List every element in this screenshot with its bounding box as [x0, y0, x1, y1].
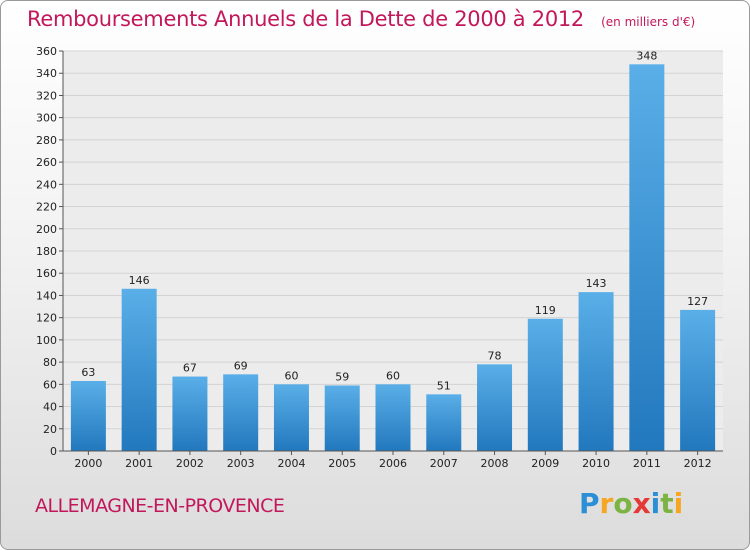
- bar: [578, 292, 614, 451]
- title-row: Remboursements Annuels de la Dette de 20…: [27, 7, 695, 31]
- bar: [629, 64, 665, 452]
- x-tick-label: 2009: [531, 457, 559, 470]
- data-label: 127: [687, 295, 708, 308]
- y-tick-label: 0: [50, 445, 57, 458]
- x-tick-label: 2006: [379, 457, 407, 470]
- logo-letter: r: [599, 487, 614, 520]
- y-tick-label: 360: [36, 45, 57, 58]
- x-tick-label: 2002: [176, 457, 204, 470]
- city-name: ALLEMAGNE-EN-PROVENCE: [35, 495, 285, 517]
- data-label: 60: [386, 369, 400, 382]
- data-label: 69: [234, 359, 248, 372]
- y-tick-label: 40: [43, 401, 57, 414]
- data-label: 348: [636, 49, 657, 62]
- y-tick-label: 160: [36, 267, 57, 280]
- y-tick-label: 60: [43, 378, 57, 391]
- bar: [680, 309, 716, 451]
- y-tick-label: 20: [43, 423, 57, 436]
- data-label: 59: [335, 370, 349, 383]
- chart-subtitle: (en milliers d'€): [601, 15, 696, 29]
- bar: [527, 318, 563, 451]
- bar: [324, 385, 360, 451]
- logo-letter: x: [632, 487, 651, 520]
- bar: [172, 376, 208, 451]
- bars: 63 146 67 69 60 59 60 51 78 119 143 348 127: [70, 49, 716, 452]
- axes: 0 20 40 60 80 100 120 140 160 180 200 220 240 260 280 3…: [36, 45, 723, 470]
- y-tick-label: 140: [36, 289, 57, 302]
- x-tick-label: 2005: [328, 457, 356, 470]
- data-label: 51: [437, 379, 451, 392]
- y-tick-label: 320: [36, 89, 57, 102]
- x-tick-label: 2003: [227, 457, 255, 470]
- y-tick-label: 340: [36, 67, 57, 80]
- data-label: 67: [183, 362, 197, 375]
- y-tick-label: 300: [36, 112, 57, 125]
- y-tick-label: 180: [36, 245, 57, 258]
- y-tick-label: 120: [36, 312, 57, 325]
- x-tick-label: 2012: [684, 457, 712, 470]
- chart-title: Remboursements Annuels de la Dette de 20…: [27, 7, 584, 31]
- bar: [223, 374, 259, 451]
- logo-letter: P: [579, 487, 600, 520]
- data-label: 119: [535, 304, 556, 317]
- x-tick-label: 2011: [633, 457, 661, 470]
- proxiti-logo: Proxiti: [579, 487, 683, 520]
- bar: [426, 394, 462, 451]
- y-tick-label: 260: [36, 156, 57, 169]
- logo-letter: o: [613, 487, 633, 520]
- y-tick-label: 280: [36, 134, 57, 147]
- x-tick-label: 2004: [277, 457, 305, 470]
- data-label: 146: [129, 274, 150, 287]
- y-tick-label: 240: [36, 178, 57, 191]
- data-label: 78: [488, 349, 502, 362]
- y-tick-label: 80: [43, 356, 57, 369]
- logo-letter: i: [673, 487, 684, 520]
- logo-letter: t: [660, 487, 674, 520]
- data-label: 143: [586, 277, 607, 290]
- data-label: 63: [81, 366, 95, 379]
- bar: [375, 384, 411, 451]
- logo-letter: i: [650, 487, 661, 520]
- x-tick-label: 2001: [125, 457, 153, 470]
- y-tick-label: 220: [36, 201, 57, 214]
- x-tick-label: 2007: [430, 457, 458, 470]
- y-tick-label: 100: [36, 334, 57, 347]
- bar: [477, 364, 513, 451]
- bar: [70, 381, 106, 451]
- y-tick-label: 200: [36, 223, 57, 236]
- x-tick-label: 2000: [74, 457, 102, 470]
- bar: [121, 288, 157, 451]
- data-label: 60: [284, 369, 298, 382]
- x-tick-label: 2008: [481, 457, 509, 470]
- x-tick-label: 2010: [582, 457, 610, 470]
- bar: [273, 384, 309, 451]
